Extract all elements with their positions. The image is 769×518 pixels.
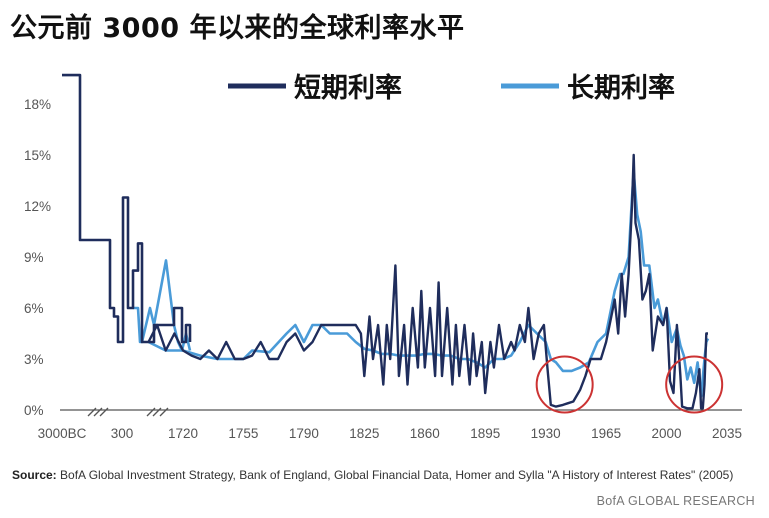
legend-label: 长期利率 xyxy=(567,72,675,104)
axis-break-tick xyxy=(146,407,156,417)
line-chart: 短期利率 长期利率 0% 3% 6% 9% 12% 15% 18% 3000BC 300 1720… xyxy=(24,72,742,441)
axis-break-tick xyxy=(99,407,109,417)
y-tick-label: 3% xyxy=(24,352,44,367)
x-tick-label: 300 xyxy=(111,426,134,441)
axis-break-tick xyxy=(159,407,169,417)
series-line-short-rate xyxy=(147,153,708,410)
legend-item-short-rate: 短期利率 xyxy=(228,72,402,104)
x-tick-label: 1965 xyxy=(591,426,621,441)
y-tick-label: 6% xyxy=(24,301,44,316)
y-tick-label: 12% xyxy=(24,199,51,214)
y-tick-label: 0% xyxy=(24,403,44,418)
axis-break-tick xyxy=(152,407,162,417)
y-axis: 0% 3% 6% 9% 12% 15% 18% xyxy=(24,97,742,418)
x-tick-label: 1755 xyxy=(228,426,258,441)
x-tick-label: 1930 xyxy=(531,426,561,441)
y-tick-label: 15% xyxy=(24,148,51,163)
source-prefix: Source: xyxy=(12,468,57,482)
legend-item-long-rate: 长期利率 xyxy=(501,72,675,104)
highlight-circle-2 xyxy=(665,355,724,414)
x-tick-label: 1790 xyxy=(289,426,319,441)
credit-label: BofA GLOBAL RESEARCH xyxy=(596,494,755,508)
highlight-circles xyxy=(535,355,724,414)
chart-title: 公元前 3000 年以来的全球利率水平 xyxy=(10,13,465,44)
chart-legend: 短期利率 长期利率 xyxy=(228,72,675,104)
axis-break xyxy=(146,407,169,417)
source-text: BofA Global Investment Strategy, Bank of… xyxy=(56,468,734,482)
x-tick-label: 1720 xyxy=(168,426,198,441)
series-line-long-rate xyxy=(147,170,710,398)
x-tick-label: 2035 xyxy=(712,426,742,441)
y-tick-label: 9% xyxy=(24,250,44,265)
source-note: Source: BofA Global Investment Strategy,… xyxy=(12,468,733,482)
x-tick-label: 1825 xyxy=(349,426,379,441)
series-line-short-rate-ancient xyxy=(62,73,192,344)
axis-break-tick xyxy=(87,407,97,417)
axis-break xyxy=(87,407,109,417)
y-tick-label: 18% xyxy=(24,97,51,112)
highlight-circle-1 xyxy=(535,355,594,414)
plot-area xyxy=(62,73,710,410)
axis-break-tick xyxy=(93,407,103,417)
legend-label: 短期利率 xyxy=(294,72,402,104)
x-tick-label: 2000 xyxy=(652,426,682,441)
x-tick-label: 3000BC xyxy=(38,426,87,441)
x-tick-label: 1895 xyxy=(470,426,500,441)
x-axis: 3000BC 300 1720 1755 1790 1825 1860 1895 1930 196… xyxy=(38,407,742,441)
x-tick-label: 1860 xyxy=(410,426,440,441)
